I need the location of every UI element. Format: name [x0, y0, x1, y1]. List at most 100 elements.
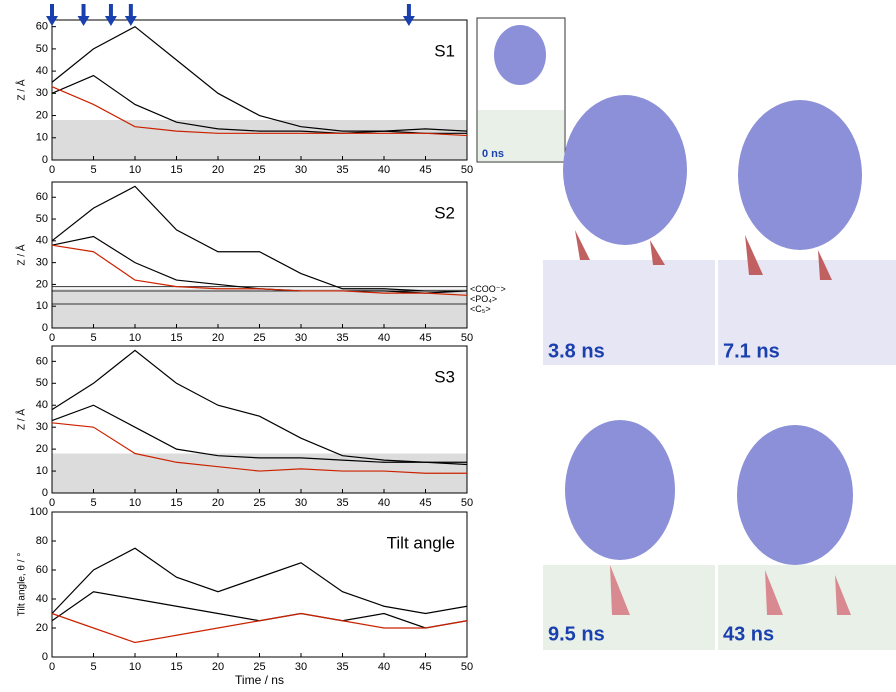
x-tick-label: 5: [90, 497, 96, 509]
x-tick-label: 0: [49, 332, 55, 344]
x-tick-label: 10: [129, 497, 141, 509]
x-tick-label: 10: [129, 164, 141, 176]
x-tick-label: 10: [129, 661, 141, 673]
y-axis-label: Z / Å: [15, 79, 28, 100]
x-tick-label: 40: [378, 661, 390, 673]
protein: [494, 25, 546, 85]
reference-label: <PO₄>: [470, 294, 497, 304]
y-tick-label: 40: [36, 399, 48, 411]
x-tick-label: 20: [212, 661, 224, 673]
x-tick-label: 15: [170, 332, 182, 344]
arrow: [402, 4, 415, 26]
membrane: [718, 565, 896, 650]
x-tick-label: 0: [49, 164, 55, 176]
y-tick-label: 20: [36, 278, 48, 290]
loop: [575, 230, 665, 265]
snapshot-label: 3.8 ns: [548, 340, 605, 362]
x-tick-label: 30: [295, 497, 307, 509]
x-tick-label: 35: [336, 661, 348, 673]
x-tick-label: 25: [253, 164, 265, 176]
x-tick-label: 50: [461, 497, 473, 509]
membrane: [543, 565, 715, 650]
x-tick-label: 45: [419, 661, 431, 673]
y-tick-label: 20: [36, 109, 48, 121]
x-tick-label: 50: [461, 164, 473, 176]
protein: [737, 425, 853, 565]
x-tick-label: 15: [170, 164, 182, 176]
snapshot-label: 9.5 ns: [548, 623, 605, 645]
x-tick-label: 0: [49, 497, 55, 509]
protein: [738, 100, 862, 250]
series-line: [51, 25, 468, 132]
x-tick-label: 15: [170, 661, 182, 673]
arrow: [124, 4, 137, 26]
x-tick-label: 15: [170, 497, 182, 509]
y-tick-label: 10: [36, 465, 48, 477]
membrane-band: [52, 288, 467, 328]
x-tick-label: 25: [253, 332, 265, 344]
y-tick-label: 30: [36, 257, 48, 269]
y-axis-label: Tilt angle, θ / °: [17, 553, 28, 617]
x-tick-label: 45: [419, 332, 431, 344]
x-tick-label: 0: [49, 661, 55, 673]
y-tick-label: 40: [36, 235, 48, 247]
x-tick-label: 50: [461, 661, 473, 673]
x-tick-label: 5: [90, 332, 96, 344]
y-axis-label: Z / Å: [15, 244, 28, 265]
y-tick-label: 0: [42, 322, 48, 334]
y-tick-label: 10: [36, 300, 48, 312]
y-tick-label: 100: [30, 506, 48, 518]
arrow: [46, 4, 58, 26]
x-tick-label: 35: [336, 164, 348, 176]
x-tick-label: 35: [336, 332, 348, 344]
series-line: [51, 547, 468, 615]
membrane: [543, 260, 715, 365]
x-axis-label: Time / ns: [235, 673, 284, 687]
series-line: [51, 185, 467, 292]
y-tick-label: 40: [36, 593, 48, 605]
membrane: [718, 260, 896, 365]
loop: [765, 570, 851, 615]
x-tick-label: 45: [419, 164, 431, 176]
y-tick-label: 0: [42, 154, 48, 166]
x-tick-label: 50: [461, 332, 473, 344]
protein: [565, 420, 675, 560]
protein: [563, 95, 687, 245]
panel-label: S3: [434, 367, 455, 386]
series-line: [51, 422, 467, 474]
series-line: [51, 612, 468, 644]
reference-label: <C₅>: [470, 304, 491, 314]
x-tick-label: 20: [212, 497, 224, 509]
x-tick-label: 20: [212, 164, 224, 176]
y-tick-label: 10: [36, 132, 48, 144]
y-tick-label: 50: [36, 213, 48, 225]
y-tick-label: 30: [36, 421, 48, 433]
x-tick-label: 25: [253, 661, 265, 673]
membrane-band: [52, 453, 467, 493]
reference-label: <COO⁻>: [470, 284, 506, 294]
x-tick-label: 40: [378, 164, 390, 176]
y-tick-label: 60: [36, 564, 48, 576]
x-tick-label: 30: [295, 661, 307, 673]
y-tick-label: 30: [36, 87, 48, 99]
series-line: [51, 404, 467, 463]
y-tick-label: 60: [36, 355, 48, 367]
x-tick-label: 30: [295, 164, 307, 176]
arrow: [104, 4, 117, 26]
snapshot-label: 0 ns: [482, 148, 504, 160]
series-line: [51, 244, 468, 296]
x-tick-label: 20: [212, 332, 224, 344]
y-tick-label: 60: [36, 191, 48, 203]
y-axis-label: Z / Å: [15, 409, 28, 430]
y-tick-label: 50: [36, 377, 48, 389]
snapshot-label: 7.1 ns: [723, 340, 780, 362]
y-tick-label: 0: [42, 651, 48, 663]
membrane-band: [52, 120, 467, 160]
x-tick-label: 5: [90, 164, 96, 176]
x-tick-label: 40: [378, 497, 390, 509]
y-tick-label: 40: [36, 65, 48, 77]
loop: [745, 235, 832, 280]
series-line: [51, 74, 467, 134]
x-tick-label: 30: [295, 332, 307, 344]
